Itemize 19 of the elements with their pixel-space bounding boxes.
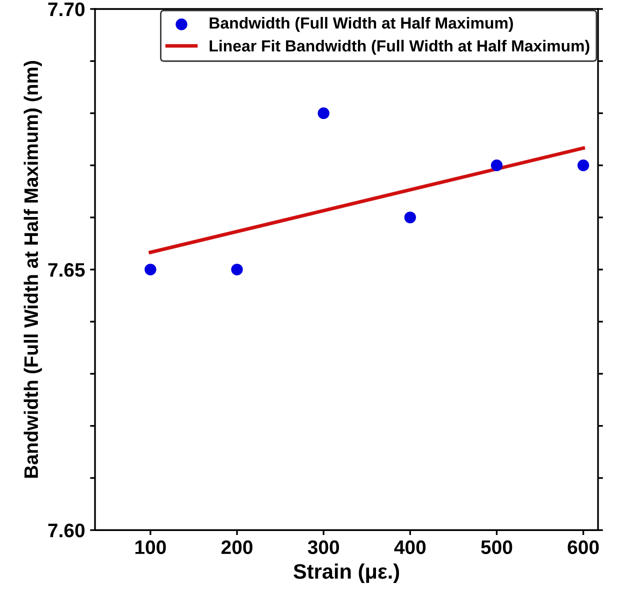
legend-label: Bandwidth (Full Width at Half Maximum) <box>210 16 513 32</box>
point <box>144 264 156 276</box>
y-tick-label: 7.60 <box>48 524 84 538</box>
x-tick-label: 200 <box>221 540 252 554</box>
legend-label: Linear Fit Bandwidth (Full Width at Half Maximum) <box>210 40 590 55</box>
y-tick-label: 7.65 <box>48 263 85 277</box>
x-tick-label: 600 <box>568 540 599 554</box>
x-tick-label: 100 <box>135 540 166 554</box>
y-tick-label: 7.70 <box>48 2 84 16</box>
point <box>404 212 416 224</box>
x-tick-label: 500 <box>481 540 512 554</box>
point <box>490 159 503 172</box>
x-axis-title: Strain (με.) <box>294 564 400 583</box>
x-tick-label: 400 <box>394 540 426 554</box>
point <box>577 159 590 172</box>
point <box>318 107 330 120</box>
x-tick-label: 300 <box>308 540 339 554</box>
y-axis-title: Bandwidth (Full Width at Half Maximum) (nm) <box>24 61 42 478</box>
point <box>231 264 243 276</box>
